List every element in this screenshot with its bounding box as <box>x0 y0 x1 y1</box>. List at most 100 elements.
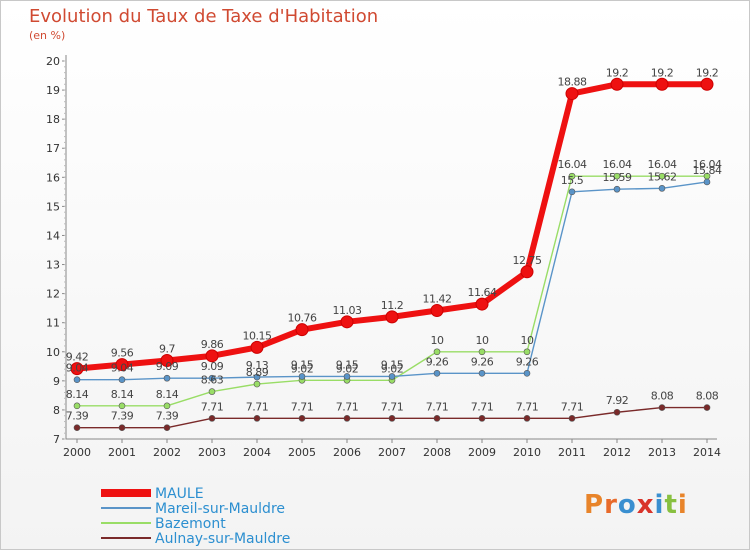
data-label: 19.2 <box>696 66 719 79</box>
y-tick-label: 14 <box>46 229 60 242</box>
data-point <box>385 310 399 324</box>
y-tick-label: 10 <box>46 346 60 359</box>
logo-letter: x <box>636 490 655 520</box>
x-tick-label: 2009 <box>468 446 496 459</box>
x-tick-label: 2012 <box>603 446 631 459</box>
data-point <box>253 415 261 422</box>
data-label: 8.89 <box>246 366 269 379</box>
data-point <box>388 373 396 380</box>
data-label: 7.71 <box>201 400 224 413</box>
data-label: 16.04 <box>693 158 722 171</box>
data-point <box>433 348 441 356</box>
data-label: 7.71 <box>336 400 359 413</box>
x-tick-label: 2013 <box>648 446 676 459</box>
data-point <box>340 315 354 329</box>
data-label: 16.04 <box>558 158 587 171</box>
data-point <box>703 404 711 411</box>
y-tick-label: 20 <box>46 55 60 68</box>
logo-letter: r <box>604 490 618 520</box>
data-point <box>430 303 444 317</box>
y-unit-label: (en %) <box>29 29 66 42</box>
data-point <box>388 415 396 422</box>
data-label: 7.71 <box>471 400 494 413</box>
data-label: 7.39 <box>111 410 134 423</box>
data-label: 7.71 <box>246 400 269 413</box>
data-point <box>250 340 264 354</box>
data-point <box>208 388 216 395</box>
data-label: 8.14 <box>66 388 89 401</box>
proxiti-logo: Proxiti <box>584 490 688 520</box>
data-point <box>73 376 81 383</box>
x-tick-label: 2001 <box>108 446 136 459</box>
data-label: 9.26 <box>471 355 494 368</box>
x-tick-label: 2008 <box>423 446 451 459</box>
data-label: 9.02 <box>381 362 404 375</box>
data-point <box>703 178 711 186</box>
data-label: 10.15 <box>243 329 272 342</box>
data-point <box>568 172 576 180</box>
data-point <box>433 369 441 377</box>
y-tick-label: 19 <box>46 84 60 97</box>
data-label: 8.14 <box>156 388 179 401</box>
data-point <box>115 358 129 372</box>
data-point <box>118 402 126 410</box>
x-tick-label: 2000 <box>63 446 91 459</box>
data-point <box>343 415 351 422</box>
logo-letter: i <box>677 490 688 520</box>
data-point <box>73 402 81 410</box>
data-label: 9.42 <box>66 351 89 364</box>
logo-letter: o <box>617 490 637 520</box>
x-tick-label: 2007 <box>378 446 406 459</box>
data-point <box>433 415 441 422</box>
data-point <box>208 415 216 422</box>
data-point <box>655 77 669 91</box>
data-point <box>478 415 486 422</box>
data-label: 19.2 <box>651 66 674 79</box>
data-point <box>568 415 576 422</box>
data-label: 11.2 <box>381 299 404 312</box>
data-label: 9.04 <box>66 362 89 375</box>
y-tick-label: 18 <box>46 113 60 126</box>
data-point <box>610 77 624 91</box>
y-tick-label: 16 <box>46 171 60 184</box>
x-tick-label: 2005 <box>288 446 316 459</box>
data-label: 15.84 <box>693 164 722 177</box>
data-label: 9.56 <box>111 347 134 360</box>
data-label: 15.59 <box>603 171 632 184</box>
data-point <box>253 380 261 388</box>
data-point <box>613 172 621 180</box>
data-label: 9.86 <box>201 338 224 351</box>
data-label: 15.62 <box>648 170 677 183</box>
data-label: 9.02 <box>336 362 359 375</box>
data-label: 8.08 <box>696 390 719 403</box>
data-label: 9.09 <box>156 360 179 373</box>
data-point <box>163 402 171 410</box>
data-label: 7.92 <box>606 394 629 407</box>
data-point <box>205 349 219 363</box>
data-label: 9.26 <box>516 355 539 368</box>
data-point <box>163 424 171 431</box>
x-tick-label: 2010 <box>513 446 541 459</box>
data-point <box>70 362 84 376</box>
x-tick-label: 2014 <box>693 446 721 459</box>
x-tick-label: 2003 <box>198 446 226 459</box>
legend-label-0: MAULE <box>155 486 204 502</box>
data-point <box>613 185 621 193</box>
data-label: 19.2 <box>606 66 629 79</box>
data-label: 7.71 <box>516 400 539 413</box>
legend-label-1: Mareil-sur-Mauldre <box>155 501 285 517</box>
x-tick-label: 2011 <box>558 446 586 459</box>
y-tick-label: 12 <box>46 288 60 301</box>
data-label: 8.63 <box>201 374 224 387</box>
data-point <box>613 408 621 416</box>
data-label: 9.15 <box>381 358 404 371</box>
data-point <box>478 369 486 377</box>
y-tick-label: 15 <box>46 200 60 213</box>
data-point <box>478 348 486 356</box>
data-point <box>343 373 351 380</box>
data-label: 10 <box>431 334 444 347</box>
data-label: 12.75 <box>513 254 542 267</box>
legend-label-2: Bazemont <box>155 516 226 532</box>
